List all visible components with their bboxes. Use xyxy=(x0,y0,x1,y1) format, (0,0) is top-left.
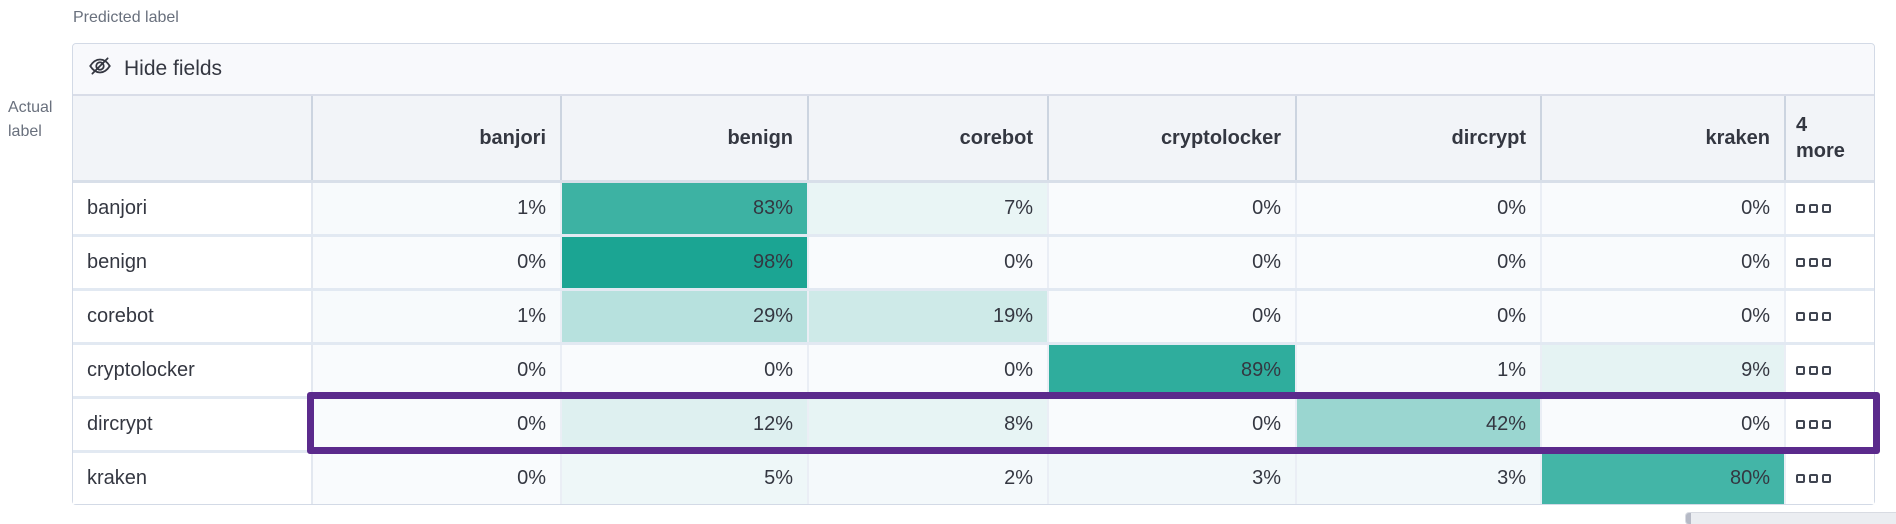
cell-kraken-banjori[interactable]: 0% xyxy=(313,453,562,504)
cell-benign-benign[interactable]: 98% xyxy=(562,237,809,288)
column-header-row: banjori benign corebot cryptolocker dircrypt… xyxy=(73,96,1874,183)
cell-cryptolocker-corebot[interactable]: 0% xyxy=(809,345,1049,396)
eye-slash-icon xyxy=(87,53,113,85)
cell-dircrypt-kraken[interactable]: 0% xyxy=(1542,399,1786,450)
cell-dircrypt-banjori[interactable]: 0% xyxy=(313,399,562,450)
boxes-horizontal-icon xyxy=(1796,474,1831,483)
hide-fields-button[interactable]: Hide fields xyxy=(73,44,236,94)
cell-benign-corebot[interactable]: 0% xyxy=(809,237,1049,288)
column-header-dircrypt[interactable]: dircrypt xyxy=(1297,96,1542,180)
cell-banjori-kraken[interactable]: 0% xyxy=(1542,183,1786,234)
cell-corebot-dircrypt[interactable]: 0% xyxy=(1297,291,1542,342)
column-header-cryptolocker[interactable]: cryptolocker xyxy=(1049,96,1297,180)
more-count: 4 xyxy=(1796,114,1808,136)
cell-banjori-banjori[interactable]: 1% xyxy=(313,183,562,234)
actual-label-line1: Actual xyxy=(8,99,53,116)
column-header-kraken[interactable]: kraken xyxy=(1542,96,1786,180)
cell-kraken-dircrypt[interactable]: 3% xyxy=(1297,453,1542,504)
cell-banjori-cryptolocker[interactable]: 0% xyxy=(1049,183,1297,234)
actual-label: Actual label xyxy=(8,96,52,144)
hide-fields-label: Hide fields xyxy=(124,57,223,80)
row-label-kraken[interactable]: kraken xyxy=(73,453,313,504)
matrix-row-cryptolocker: cryptolocker 0% 0% 0% 89% 1% 9% xyxy=(73,342,1874,396)
row-label-corebot[interactable]: corebot xyxy=(73,291,313,342)
row-label-banjori[interactable]: banjori xyxy=(73,183,313,234)
grid-body: banjori 1% 83% 7% 0% 0% 0% benign 0% 98% 0% 0% 0% 0% c… xyxy=(73,183,1874,504)
cell-kraken-cryptolocker[interactable]: 3% xyxy=(1049,453,1297,504)
cell-banjori-dircrypt[interactable]: 0% xyxy=(1297,183,1542,234)
matrix-row-banjori: banjori 1% 83% 7% 0% 0% 0% xyxy=(73,183,1874,234)
column-header-benign[interactable]: benign xyxy=(562,96,809,180)
cell-benign-kraken[interactable]: 0% xyxy=(1542,237,1786,288)
cell-dircrypt-benign[interactable]: 12% xyxy=(562,399,809,450)
matrix-row-corebot: corebot 1% 29% 19% 0% 0% 0% xyxy=(73,288,1874,342)
row-label-benign[interactable]: benign xyxy=(73,237,313,288)
boxes-horizontal-icon xyxy=(1796,204,1831,213)
matrix-row-benign: benign 0% 98% 0% 0% 0% 0% xyxy=(73,234,1874,288)
cell-kraken-corebot[interactable]: 2% xyxy=(809,453,1049,504)
expand-hidden-columns-button[interactable] xyxy=(1786,237,1874,288)
column-header-more[interactable]: 4 more xyxy=(1786,96,1874,180)
cell-cryptolocker-banjori[interactable]: 0% xyxy=(313,345,562,396)
boxes-horizontal-icon xyxy=(1796,258,1831,267)
horizontal-scrollbar[interactable] xyxy=(1685,512,1896,524)
cell-cryptolocker-kraken[interactable]: 9% xyxy=(1542,345,1786,396)
cell-benign-dircrypt[interactable]: 0% xyxy=(1297,237,1542,288)
cell-banjori-benign[interactable]: 83% xyxy=(562,183,809,234)
boxes-horizontal-icon xyxy=(1796,420,1831,429)
expand-hidden-columns-button[interactable] xyxy=(1786,183,1874,234)
row-label-cryptolocker[interactable]: cryptolocker xyxy=(73,345,313,396)
boxes-horizontal-icon xyxy=(1796,366,1831,375)
cell-cryptolocker-benign[interactable]: 0% xyxy=(562,345,809,396)
cell-kraken-kraken[interactable]: 80% xyxy=(1542,453,1786,504)
cell-corebot-banjori[interactable]: 1% xyxy=(313,291,562,342)
cell-corebot-kraken[interactable]: 0% xyxy=(1542,291,1786,342)
cell-cryptolocker-cryptolocker[interactable]: 89% xyxy=(1049,345,1297,396)
confusion-matrix-grid: Hide fields banjori benign corebot cryptolo… xyxy=(72,43,1880,505)
corner-header-cell xyxy=(73,96,313,180)
expand-hidden-columns-button[interactable] xyxy=(1786,345,1874,396)
more-word: more xyxy=(1796,140,1845,162)
cell-corebot-corebot[interactable]: 19% xyxy=(809,291,1049,342)
column-header-corebot[interactable]: corebot xyxy=(809,96,1049,180)
cell-corebot-benign[interactable]: 29% xyxy=(562,291,809,342)
actual-label-line2: label xyxy=(8,123,42,140)
cell-corebot-cryptolocker[interactable]: 0% xyxy=(1049,291,1297,342)
cell-kraken-benign[interactable]: 5% xyxy=(562,453,809,504)
grid-toolbar: Hide fields xyxy=(73,44,1874,96)
matrix-row-kraken: kraken 0% 5% 2% 3% 3% 80% xyxy=(73,450,1874,504)
expand-hidden-columns-button[interactable] xyxy=(1786,453,1874,504)
cell-benign-cryptolocker[interactable]: 0% xyxy=(1049,237,1297,288)
cell-dircrypt-cryptolocker[interactable]: 0% xyxy=(1049,399,1297,450)
cell-dircrypt-corebot[interactable]: 8% xyxy=(809,399,1049,450)
column-header-banjori[interactable]: banjori xyxy=(313,96,562,180)
cell-benign-banjori[interactable]: 0% xyxy=(313,237,562,288)
cell-dircrypt-dircrypt[interactable]: 42% xyxy=(1297,399,1542,450)
matrix-row-dircrypt: dircrypt 0% 12% 8% 0% 42% 0% xyxy=(73,396,1874,450)
boxes-horizontal-icon xyxy=(1796,312,1831,321)
expand-hidden-columns-button[interactable] xyxy=(1786,291,1874,342)
predicted-label: Predicted label xyxy=(73,9,179,26)
row-label-dircrypt[interactable]: dircrypt xyxy=(73,399,313,450)
cell-cryptolocker-dircrypt[interactable]: 1% xyxy=(1297,345,1542,396)
expand-hidden-columns-button[interactable] xyxy=(1786,399,1874,450)
cell-banjori-corebot[interactable]: 7% xyxy=(809,183,1049,234)
